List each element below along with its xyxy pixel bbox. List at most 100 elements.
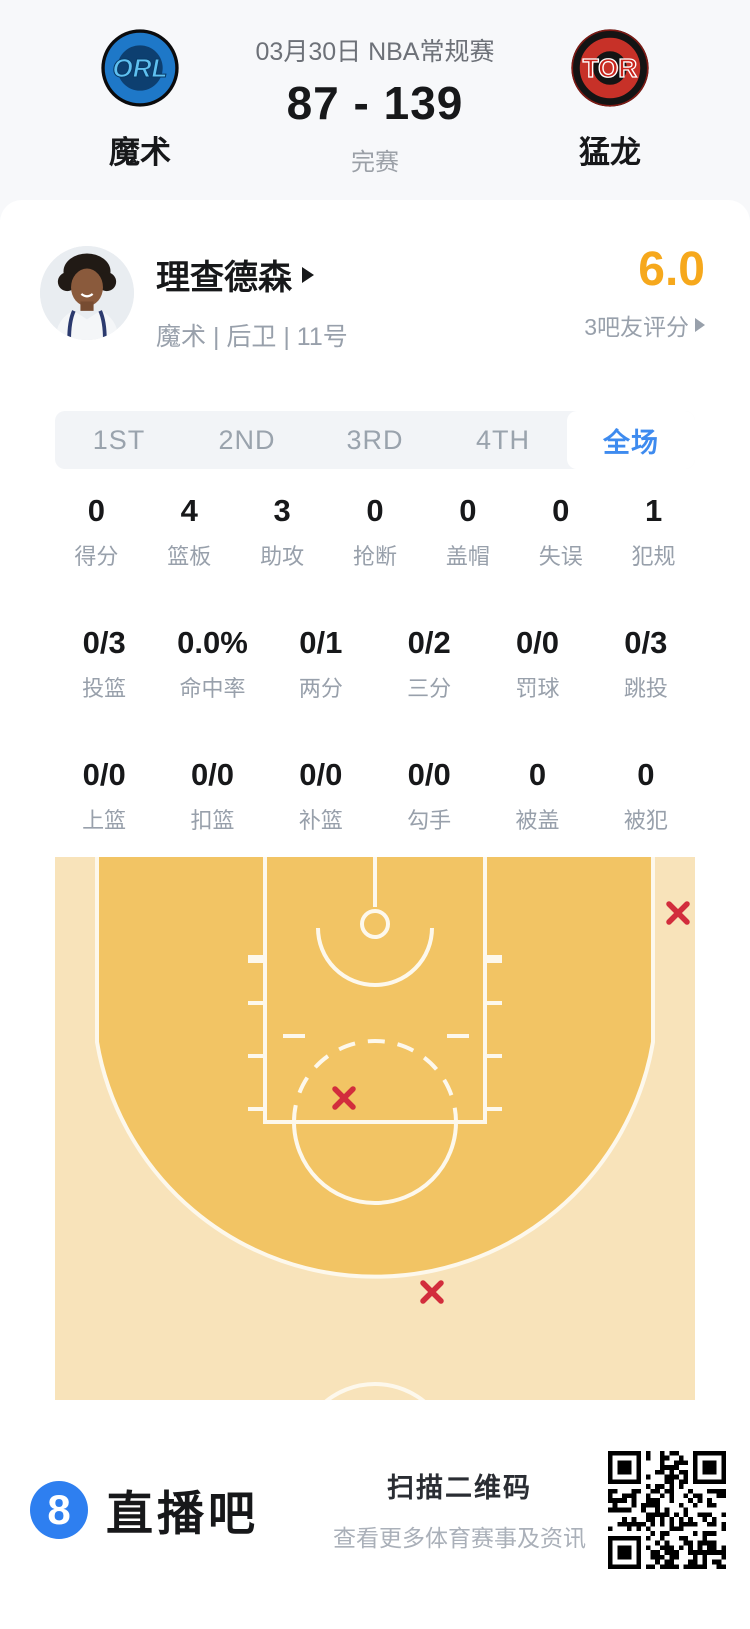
court-inside-arc	[97, 857, 653, 1277]
stat-扣篮: 0/0 扣篮	[158, 757, 266, 835]
home-team-name: 魔术	[109, 135, 171, 170]
lane-hash-marks	[248, 955, 502, 1111]
app-footer: 8 直播吧 扫描二维码 查看更多体育赛事及资讯	[0, 1400, 750, 1629]
stat-value: 0/0	[82, 757, 126, 792]
free-throw-circle-dashed	[292, 1039, 458, 1123]
player-row: 理查德森 魔术 | 后卫 | 11号 6.0 3吧友评分	[0, 200, 750, 353]
stat-label: 得分	[74, 544, 119, 569]
qr-caption: 扫描二维码 查看更多体育赛事及资讯	[333, 1466, 586, 1553]
stat-label: 被犯	[623, 808, 668, 833]
caret-right-icon	[302, 266, 314, 283]
stat-label: 抢断	[352, 544, 397, 569]
stat-label: 犯规	[631, 544, 676, 569]
tab-3RD[interactable]: 3RD	[346, 424, 404, 455]
stat-得分: 0 得分	[50, 493, 143, 571]
rating-note: 3吧友评分	[584, 314, 689, 340]
stat-value: 0/0	[407, 757, 451, 792]
player-meta: 魔术 | 后卫 | 11号	[156, 323, 348, 351]
qr-code	[608, 1450, 726, 1569]
lane-lines	[263, 857, 487, 1124]
stat-被盖: 0 被盖	[483, 757, 591, 835]
stat-label: 两分	[298, 676, 343, 701]
tab-4TH[interactable]: 4TH	[475, 424, 530, 455]
player-avatar[interactable]	[40, 246, 134, 340]
stat-两分: 0/1 两分	[267, 625, 375, 703]
stat-value: 4	[180, 493, 198, 528]
free-throw-circle-solid	[292, 1121, 458, 1205]
tor-team-logo-icon: TOR	[571, 29, 649, 107]
stat-label: 扣篮	[190, 808, 235, 833]
match-info: 03月30日 NBA常规赛 87 - 139 完赛	[240, 0, 510, 220]
away-team-name: 猛龙	[579, 135, 641, 170]
orl-team-logo-icon: ORL	[101, 29, 179, 107]
player-name-link[interactable]: 理查德森	[156, 250, 584, 299]
stats-row: 0/3 投篮 0.0% 命中率 0/1 两分 0/2 三分 0/0 罚球 0/3 跳投	[50, 571, 700, 703]
stat-label: 篮板	[167, 544, 212, 569]
rating-box: 6.0 3吧友评分	[584, 246, 705, 342]
halfcourt-diagram: 直播吧	[55, 857, 695, 1462]
match-status: 完赛	[351, 149, 399, 176]
stat-label: 跳投	[623, 676, 668, 701]
stat-label: 失误	[538, 544, 583, 569]
stat-犯规: 1 犯规	[607, 493, 700, 571]
stat-value: 0	[552, 493, 570, 528]
player-info: 理查德森 魔术 | 后卫 | 11号	[156, 246, 584, 353]
player-stats-card: 理查德森 魔术 | 后卫 | 11号 6.0 3吧友评分 1ST 2ND 3RD 4T…	[0, 200, 750, 1462]
stat-被犯: 0 被犯	[592, 757, 700, 835]
tab-2ND[interactable]: 2ND	[218, 424, 276, 455]
stat-label: 被盖	[515, 808, 560, 833]
player-name: 理查德森	[156, 259, 292, 297]
tab-全场[interactable]: 全场	[567, 411, 695, 469]
stat-value: 0	[459, 493, 477, 528]
match-score: 87 - 139	[286, 77, 464, 129]
brand-name: 直播吧	[106, 1487, 259, 1540]
miss-shot-mark	[420, 1280, 444, 1304]
stat-勾手: 0/0 勾手	[375, 757, 483, 835]
stat-篮板: 4 篮板	[143, 493, 236, 571]
stat-value: 1	[644, 493, 663, 528]
rating-value: 6.0	[638, 243, 705, 296]
stat-label: 三分	[407, 676, 452, 701]
away-team[interactable]: TOR 猛龙	[510, 0, 710, 220]
tor-abbr: TOR	[583, 53, 638, 83]
stat-label: 上篮	[82, 808, 127, 833]
stat-label: 罚球	[515, 676, 560, 701]
stat-三分: 0/2 三分	[375, 625, 483, 703]
stat-补篮: 0/0 补篮	[267, 757, 375, 835]
stat-value: 0/0	[515, 625, 560, 660]
stat-value: 0/2	[407, 625, 451, 660]
player-avatar-image	[40, 246, 134, 340]
stat-跳投: 0/3 跳投	[592, 625, 700, 703]
stat-抢断: 0 抢断	[329, 493, 422, 571]
stat-value: 0	[366, 493, 384, 528]
tab-1ST[interactable]: 1ST	[92, 424, 146, 455]
stat-盖帽: 0 盖帽	[421, 493, 514, 571]
stat-value: 0	[528, 757, 547, 792]
stat-label: 命中率	[179, 676, 246, 701]
stat-value: 3	[273, 493, 291, 528]
qr-title: 扫描二维码	[387, 1473, 532, 1503]
rim	[360, 909, 390, 939]
stat-value: 0/3	[624, 625, 668, 660]
quarter-tabs: 1ST 2ND 3RD 4TH 全场	[55, 411, 695, 469]
stat-value: 0/3	[82, 625, 126, 660]
miss-shot-mark	[332, 1086, 356, 1110]
qr-subtitle: 查看更多体育赛事及资讯	[333, 1525, 586, 1551]
stat-value: 0/0	[190, 757, 235, 792]
home-team[interactable]: ORL 魔术	[40, 0, 240, 220]
stat-value: 0.0%	[177, 625, 248, 660]
rating-note-link[interactable]: 3吧友评分	[584, 308, 705, 342]
caret-right-gray-icon	[695, 318, 705, 332]
stats-section: 0 得分 4 篮板 3 助攻 0 抢断 0 盖帽 0 失误 1 犯规 0/3 投篮 0.0% 命中率 0/1 两分 0/…	[0, 469, 750, 835]
stat-value: 0	[87, 493, 106, 528]
stats-row: 0 得分 4 篮板 3 助攻 0 抢断 0 盖帽 0 失误 1 犯规	[50, 469, 700, 571]
stat-label: 勾手	[407, 808, 452, 833]
three-point-line	[95, 857, 655, 1279]
stat-罚球: 0/0 罚球	[483, 625, 591, 703]
miss-marks	[332, 901, 690, 1304]
stat-label: 盖帽	[445, 544, 490, 569]
stats-row: 0/0 上篮 0/0 扣篮 0/0 补篮 0/0 勾手 0 被盖 0 被犯	[50, 703, 700, 835]
stat-失误: 0 失误	[514, 493, 607, 571]
stat-label: 补篮	[298, 808, 343, 833]
stat-value: 0/1	[299, 625, 343, 660]
